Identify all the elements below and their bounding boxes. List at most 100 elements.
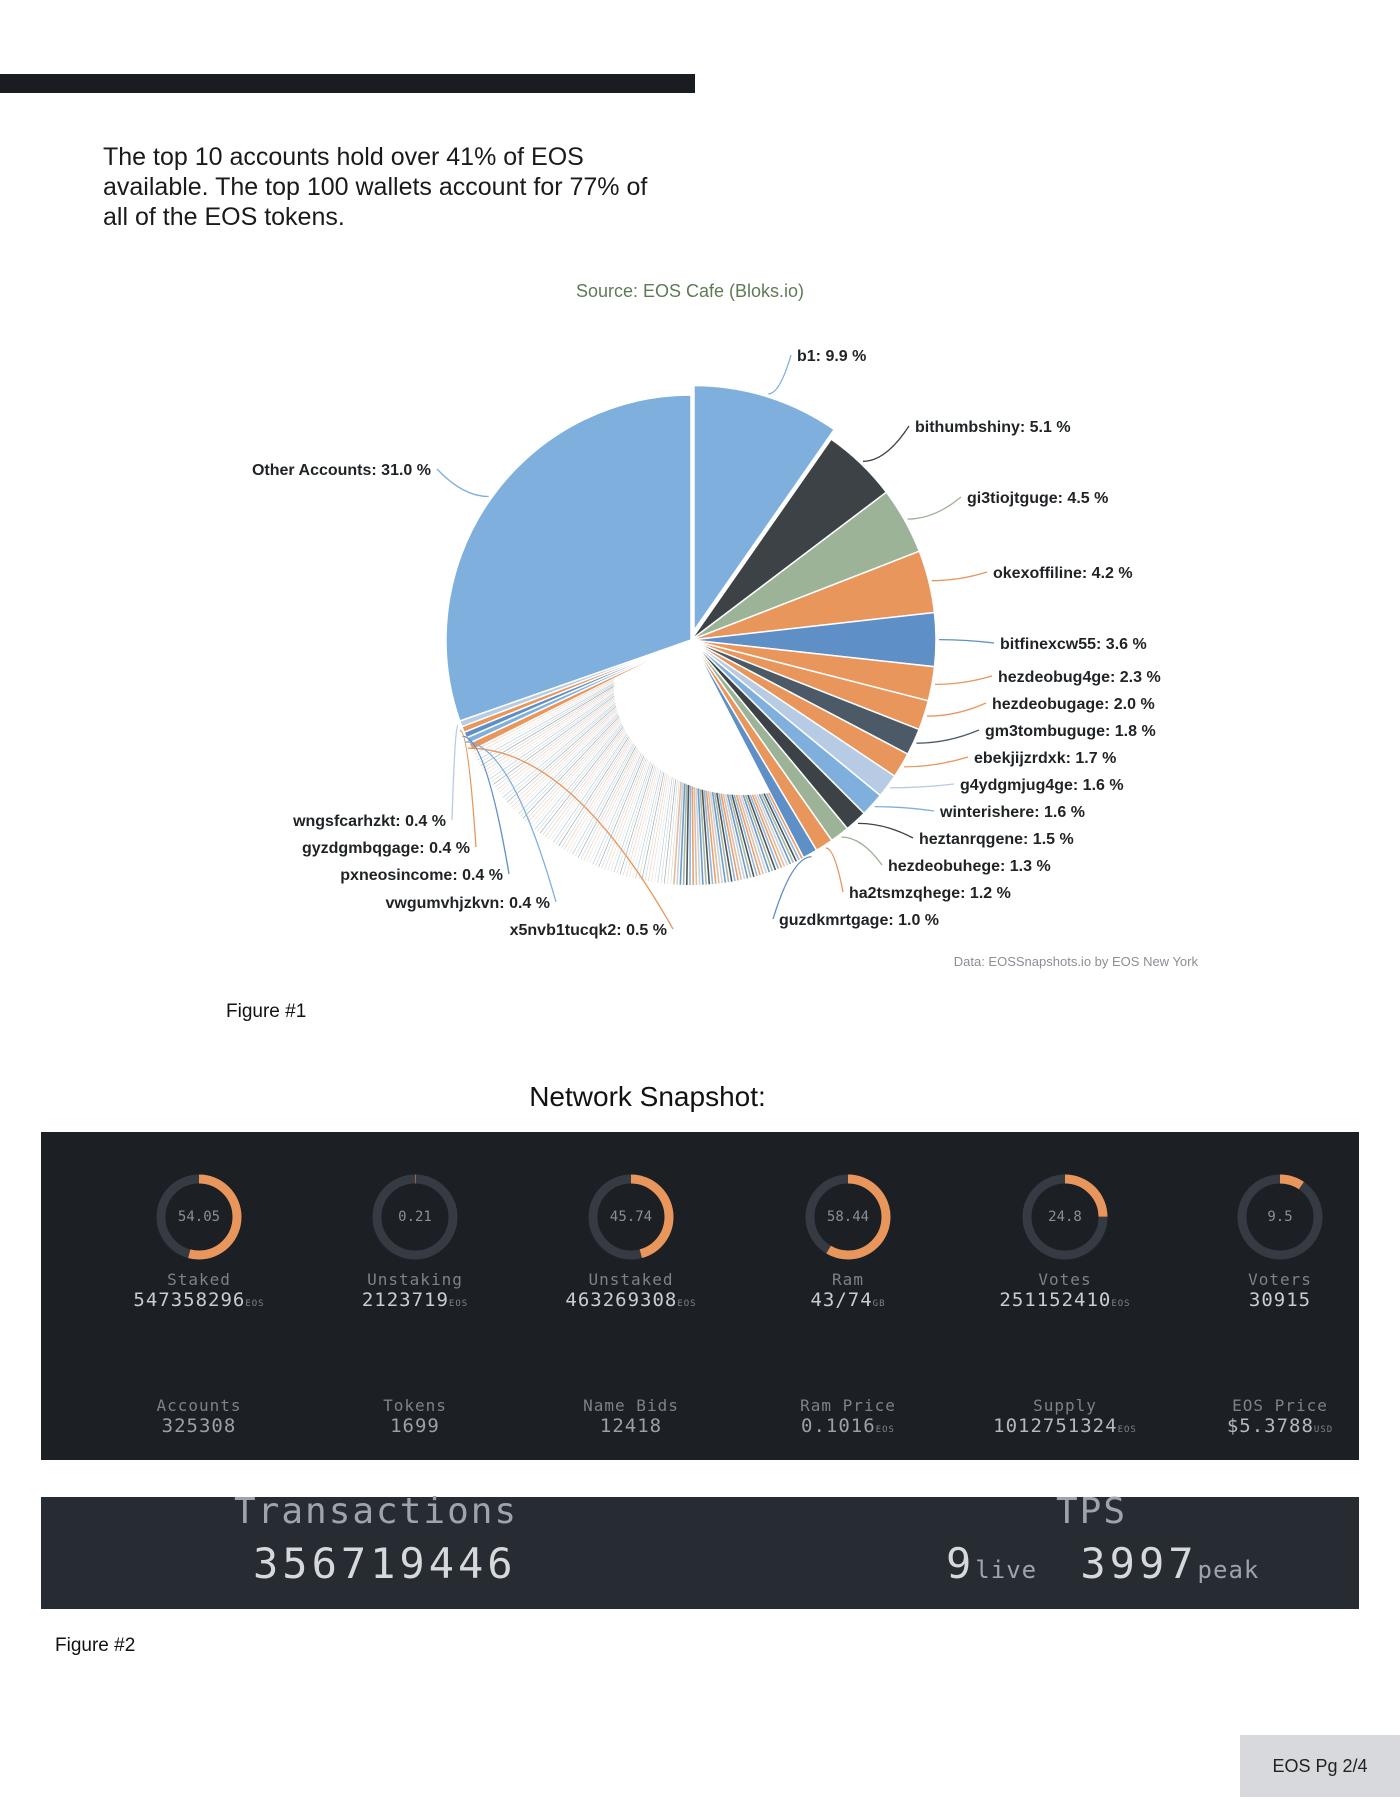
- staked-gauge-value: 54.05: [177, 1209, 221, 1225]
- leader-line-gi3tiojtguge: [907, 496, 962, 520]
- leader-line-okexoffiline: [931, 571, 988, 582]
- pie-label-gm3tombuguge: gm3tombuguge: 1.8 %: [985, 723, 1156, 740]
- pie-label-ha2tsmzqhege: ha2tsmzqhege: 1.2 %: [849, 885, 1011, 902]
- tps-live-label: live: [975, 1556, 1038, 1584]
- pie-hatch-line: [489, 692, 615, 780]
- pie-hatch-line: [657, 777, 673, 883]
- unstaking-value: 2123719EOS: [361, 1289, 469, 1311]
- pie-hatch-line: [629, 767, 659, 878]
- ram-price-value: 0.1016EOS: [801, 1415, 895, 1437]
- pie-hatch-line: [682, 784, 688, 885]
- header-bar: [0, 74, 695, 93]
- voters-label: Voters: [1248, 1270, 1312, 1289]
- pie-hatch-line: [641, 772, 665, 881]
- pie-hatch-line: [555, 735, 629, 845]
- pie-hatch-line: [527, 719, 621, 823]
- stat-unstaked: 45.74 Unstaked 463269308EOS: [526, 1170, 736, 1311]
- accounts-value: 325308: [161, 1415, 237, 1437]
- stat-tokens: Tokens 1699: [310, 1390, 520, 1437]
- transactions-panel: Transactions 356719446 TPS 9live 3997pea…: [41, 1491, 1359, 1609]
- pie-hatch-line: [598, 755, 645, 868]
- leader-line-ebekjijzrdxk: [904, 756, 969, 768]
- stat-votes: 24.8 Votes 251152410EOS: [960, 1170, 1170, 1311]
- pie-hatch-line: [539, 726, 624, 834]
- pie-hatch-line: [583, 749, 639, 861]
- pie-label-guzdkmrtgage: guzdkmrtgage: 1.0 %: [779, 912, 939, 929]
- pie-hatch-line: [619, 764, 654, 875]
- pie-hatch-line: [604, 758, 647, 870]
- leader-line-heztanrqgene: [857, 822, 914, 839]
- leader-line-b1: [768, 354, 792, 395]
- pie-hatch-line: [520, 714, 619, 817]
- pie-hatch-line: [477, 683, 614, 761]
- votes-gauge: 24.8: [1018, 1170, 1112, 1264]
- pie-hatch-line: [701, 789, 711, 885]
- ram-gauge: 58.44: [801, 1170, 895, 1264]
- pie-hatch-line: [610, 760, 650, 872]
- gauge-fill: [1022, 1174, 1108, 1260]
- pie-hatch-line: [494, 697, 615, 788]
- pie-hatch-line: [716, 792, 733, 882]
- pie-hatch-line: [613, 761, 651, 873]
- voters-value: 30915: [1248, 1289, 1312, 1311]
- page-number: EOS Pg 2/4: [1240, 1735, 1400, 1797]
- pie-hatch-line: [496, 698, 615, 790]
- pie-hatch-line: [601, 757, 646, 869]
- staked-value: 547358296EOS: [133, 1289, 265, 1311]
- pie-label-ebekjijzrdxk: ebekjijzrdxk: 1.7 %: [974, 750, 1116, 767]
- pie-hatch-line: [726, 794, 749, 879]
- gauge-fill: [372, 1174, 458, 1260]
- pie-hatch-line: [660, 778, 675, 884]
- pie-hatch-line: [765, 792, 800, 861]
- pie-hatch-line: [500, 701, 616, 795]
- pie-hatch-line: [742, 794, 771, 873]
- tps-peak-label: peak: [1197, 1556, 1260, 1584]
- leader-line-hezdeobug4ge: [934, 675, 993, 686]
- leader-line-gm3tombuguge: [916, 729, 980, 744]
- chart-source: Source: EOS Cafe (Bloks.io): [575, 281, 805, 301]
- pie-hatch-line: [575, 745, 635, 857]
- pie-hatch-line: [693, 787, 698, 885]
- unstaked-value: 463269308EOS: [565, 1289, 697, 1311]
- pie-label-wngsfcarhzkt: wngsfcarhzkt: 0.4 %: [292, 813, 446, 830]
- pie-hatch-line: [491, 694, 615, 783]
- unstaking-label: Unstaking: [367, 1270, 463, 1289]
- stat-name-bids: Name Bids 12418: [526, 1390, 736, 1437]
- pie-hatch-line: [625, 766, 657, 877]
- pie-hatch-line: [654, 776, 671, 883]
- figure2-caption: Figure #2: [55, 1635, 136, 1656]
- pie-hatch-line: [705, 790, 717, 884]
- staked-label: Staked: [167, 1270, 231, 1289]
- pie-hatch-line: [754, 794, 786, 867]
- pie-label-g4ydgmjug4ge: g4ydgmjug4ge: 1.6 %: [960, 777, 1124, 794]
- pie-hatch-line: [667, 780, 678, 884]
- unstaked-gauge-value: 45.74: [609, 1209, 653, 1225]
- pie-hatch-line: [550, 732, 627, 841]
- pie-hatch-line: [720, 793, 739, 881]
- pie-label-hezdeobuhege: hezdeobuhege: 1.3 %: [888, 858, 1051, 875]
- pie-label-vwgumvhjzkvn: vwgumvhjzkvn: 0.4 %: [386, 895, 551, 912]
- leader-line-winterishere: [874, 806, 935, 812]
- stat-supply: Supply 1012751324EOS: [960, 1390, 1170, 1437]
- pie-hatch-line: [558, 736, 630, 847]
- pie-hatch-line: [592, 753, 642, 865]
- name-bids-label: Name Bids: [583, 1396, 679, 1415]
- pie-hatch-line: [502, 703, 616, 798]
- leader-line-other-accounts: [436, 468, 489, 498]
- transactions-value: 356719446: [253, 1539, 517, 1588]
- pie-hatch-line: [572, 743, 634, 855]
- pie-hatch-line: [685, 785, 690, 885]
- tps-live-value: 9: [946, 1539, 976, 1588]
- ram-value: 43/74GB: [810, 1289, 886, 1311]
- pie-hatch-line: [724, 793, 746, 880]
- pie-hatch-line: [607, 759, 649, 871]
- pie-hatch-line: [651, 775, 670, 882]
- pie-hatch-line: [545, 729, 625, 838]
- stat-eos-price: EOS Price $5.3788USD: [1175, 1390, 1385, 1437]
- pie-label-hezdeobug4ge: hezdeobug4ge: 2.3 %: [998, 669, 1161, 686]
- pie-hatch-line: [485, 690, 614, 775]
- pie-hatch-line: [663, 779, 676, 884]
- ram-gauge-value: 58.44: [826, 1209, 870, 1225]
- leader-line-guzdkmrtgage: [772, 856, 812, 920]
- figure1-caption: Figure #1: [226, 1001, 307, 1022]
